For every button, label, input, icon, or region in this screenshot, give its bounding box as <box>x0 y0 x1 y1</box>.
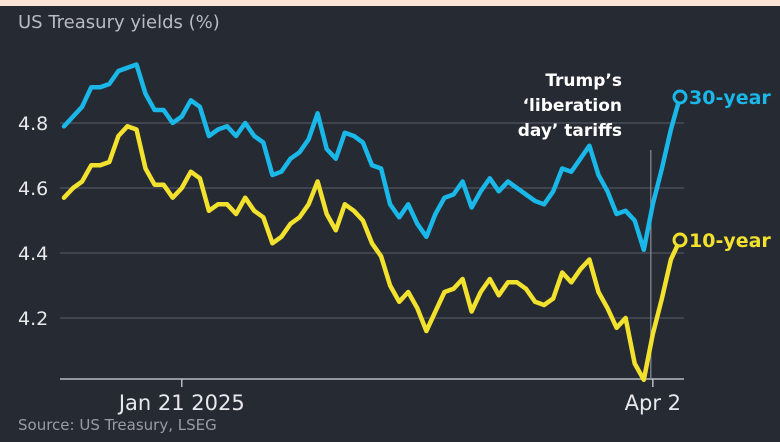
series-endpoint-30-year <box>672 89 688 105</box>
y-axis-labels: 4.2 4.4 4.6 4.8 <box>18 113 48 330</box>
y-tick-label: 4.6 <box>18 178 48 200</box>
series: 30-year 10-year <box>61 62 771 383</box>
annotation-line-text: day’ tariffs <box>518 121 622 141</box>
source-note: Source: US Treasury, LSEG <box>18 416 217 434</box>
y-tick-label: 4.8 <box>18 113 48 135</box>
chart-title: US Treasury yields (%) <box>18 12 220 33</box>
y-tick-label: 4.4 <box>18 243 48 265</box>
x-axis-ticks: Jan 21 2025 Apr 2 <box>117 379 681 415</box>
annotation-line-text: Trump’s <box>545 71 622 91</box>
annotation-text: Trump’s ‘liberation day’ tariffs <box>518 71 622 141</box>
series-line-10-year <box>61 124 683 383</box>
annotation-line-text: ‘liberation <box>523 96 622 116</box>
series-line-30-year <box>61 62 683 253</box>
top-accent-strip <box>0 0 780 6</box>
y-tick-label: 4.2 <box>18 308 48 330</box>
series-endpoint-10-year <box>672 232 688 248</box>
series-label-30-year: 30-year <box>689 87 771 109</box>
series-label-10-year: 10-year <box>689 230 771 252</box>
x-tick-label: Jan 21 2025 <box>117 391 245 415</box>
x-tick-label: Apr 2 <box>625 391 681 415</box>
